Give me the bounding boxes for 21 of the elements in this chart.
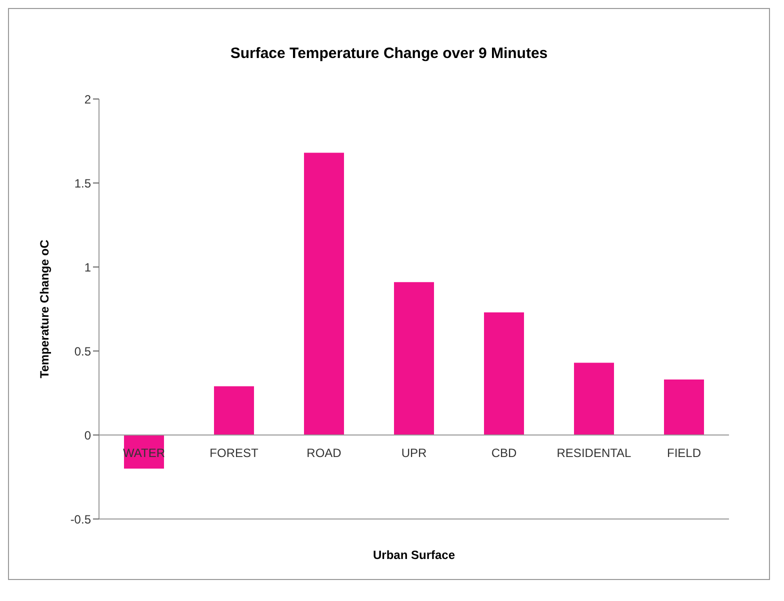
y-tick-label: 1.5 [74,176,92,190]
x-tick-label: CBD [491,446,517,460]
x-tick-label: FOREST [210,446,259,460]
bar [574,362,614,435]
chart-title: Surface Temperature Change over 9 Minutes [229,45,549,62]
y-tick-label: 2 [84,92,92,106]
bar [664,380,704,435]
y-tick-label: -0.5 [70,512,92,526]
bar [394,282,434,435]
y-tick-label: 1 [84,260,92,274]
y-tick-label: 0 [84,428,92,442]
x-tick-label: FIELD [666,446,702,460]
bar [484,312,524,435]
x-tick-label: ROAD [306,446,342,460]
y-tick-label: 0.5 [74,344,92,358]
bar [214,386,254,435]
bar [304,152,344,435]
x-axis-title: Urban Surface [372,548,456,562]
y-axis-title: Temperature Change oC [37,239,52,378]
x-tick-label: UPR [401,446,427,460]
x-tick-label: RESIDENTAL [556,446,632,460]
